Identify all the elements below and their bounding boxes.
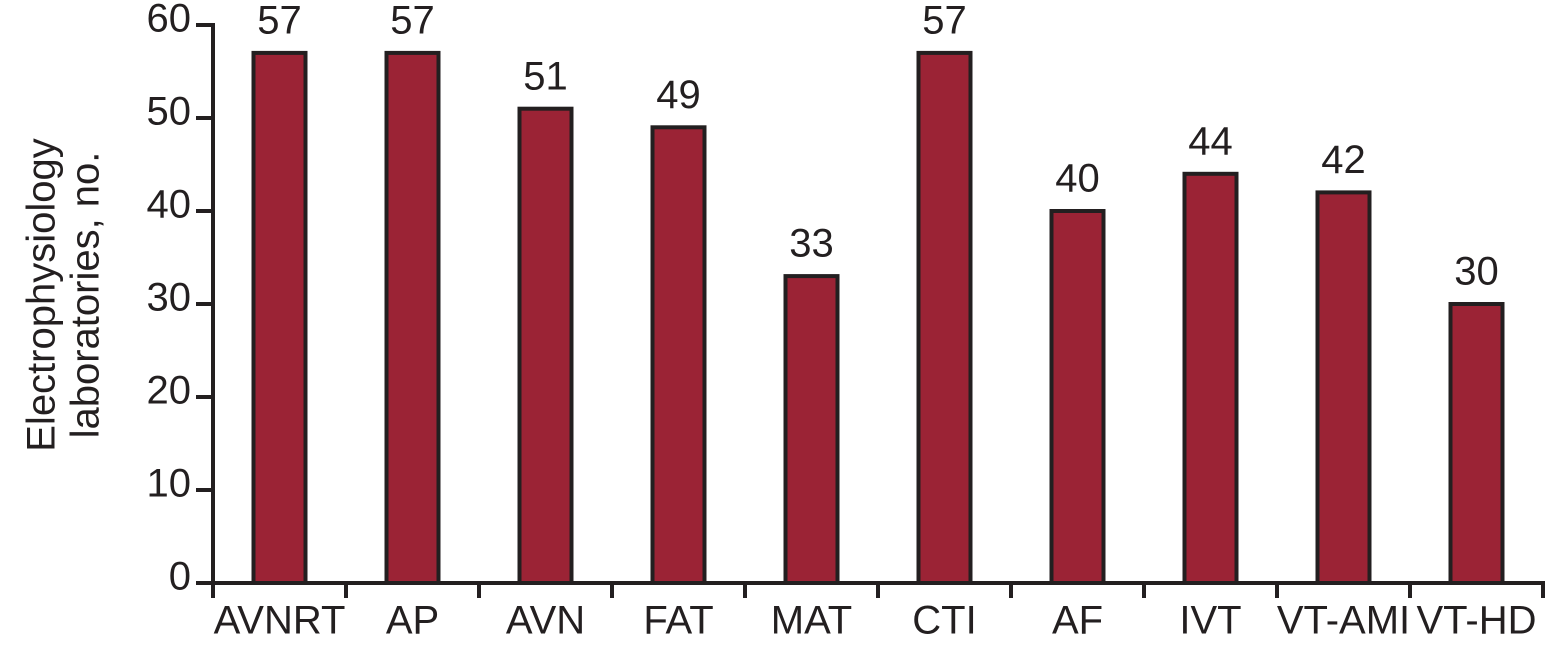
x-tick-label: AF	[1052, 599, 1103, 643]
value-label: 42	[1321, 138, 1366, 182]
y-tick-label: 50	[147, 90, 192, 134]
bar	[1315, 190, 1372, 585]
value-label: 40	[1055, 157, 1100, 201]
value-label: 51	[523, 54, 568, 98]
y-tick-label: 20	[147, 369, 192, 413]
bar	[1049, 209, 1106, 585]
x-tick-label: IVT	[1179, 599, 1241, 643]
bar	[1182, 171, 1239, 586]
bar	[517, 106, 574, 585]
x-tick-label: AVN	[506, 599, 585, 643]
value-label: 33	[789, 222, 834, 266]
bar	[783, 274, 840, 585]
value-label: 57	[922, 0, 967, 42]
value-label: 49	[656, 73, 701, 117]
x-tick-label: FAT	[643, 599, 713, 643]
y-tick-label: 40	[147, 183, 192, 227]
y-tick-label: 30	[147, 276, 192, 320]
value-label: 57	[257, 0, 302, 42]
bar	[251, 50, 308, 585]
bar	[384, 50, 441, 585]
value-label: 44	[1188, 119, 1233, 163]
bar	[650, 125, 707, 586]
x-tick-label: AP	[386, 599, 439, 643]
x-tick-label: VT-AMI	[1277, 599, 1410, 643]
bar	[1448, 302, 1505, 585]
value-label: 30	[1454, 250, 1499, 294]
y-axis-label: Electrophysiology laboratories, no.	[20, 138, 108, 452]
x-tick-label: MAT	[771, 599, 852, 643]
x-tick-label: AVNRT	[214, 599, 346, 643]
y-axis-label-line: Electrophysiology	[20, 138, 64, 452]
y-tick-label: 60	[147, 0, 192, 41]
y-tick-label: 0	[169, 555, 191, 599]
value-label: 57	[390, 0, 435, 42]
bar	[916, 50, 973, 585]
x-tick-label: VT-HD	[1417, 599, 1537, 643]
x-tick-label: CTI	[912, 599, 976, 643]
y-axis-label-line: laboratories, no.	[64, 152, 108, 439]
y-tick-label: 10	[147, 462, 192, 506]
